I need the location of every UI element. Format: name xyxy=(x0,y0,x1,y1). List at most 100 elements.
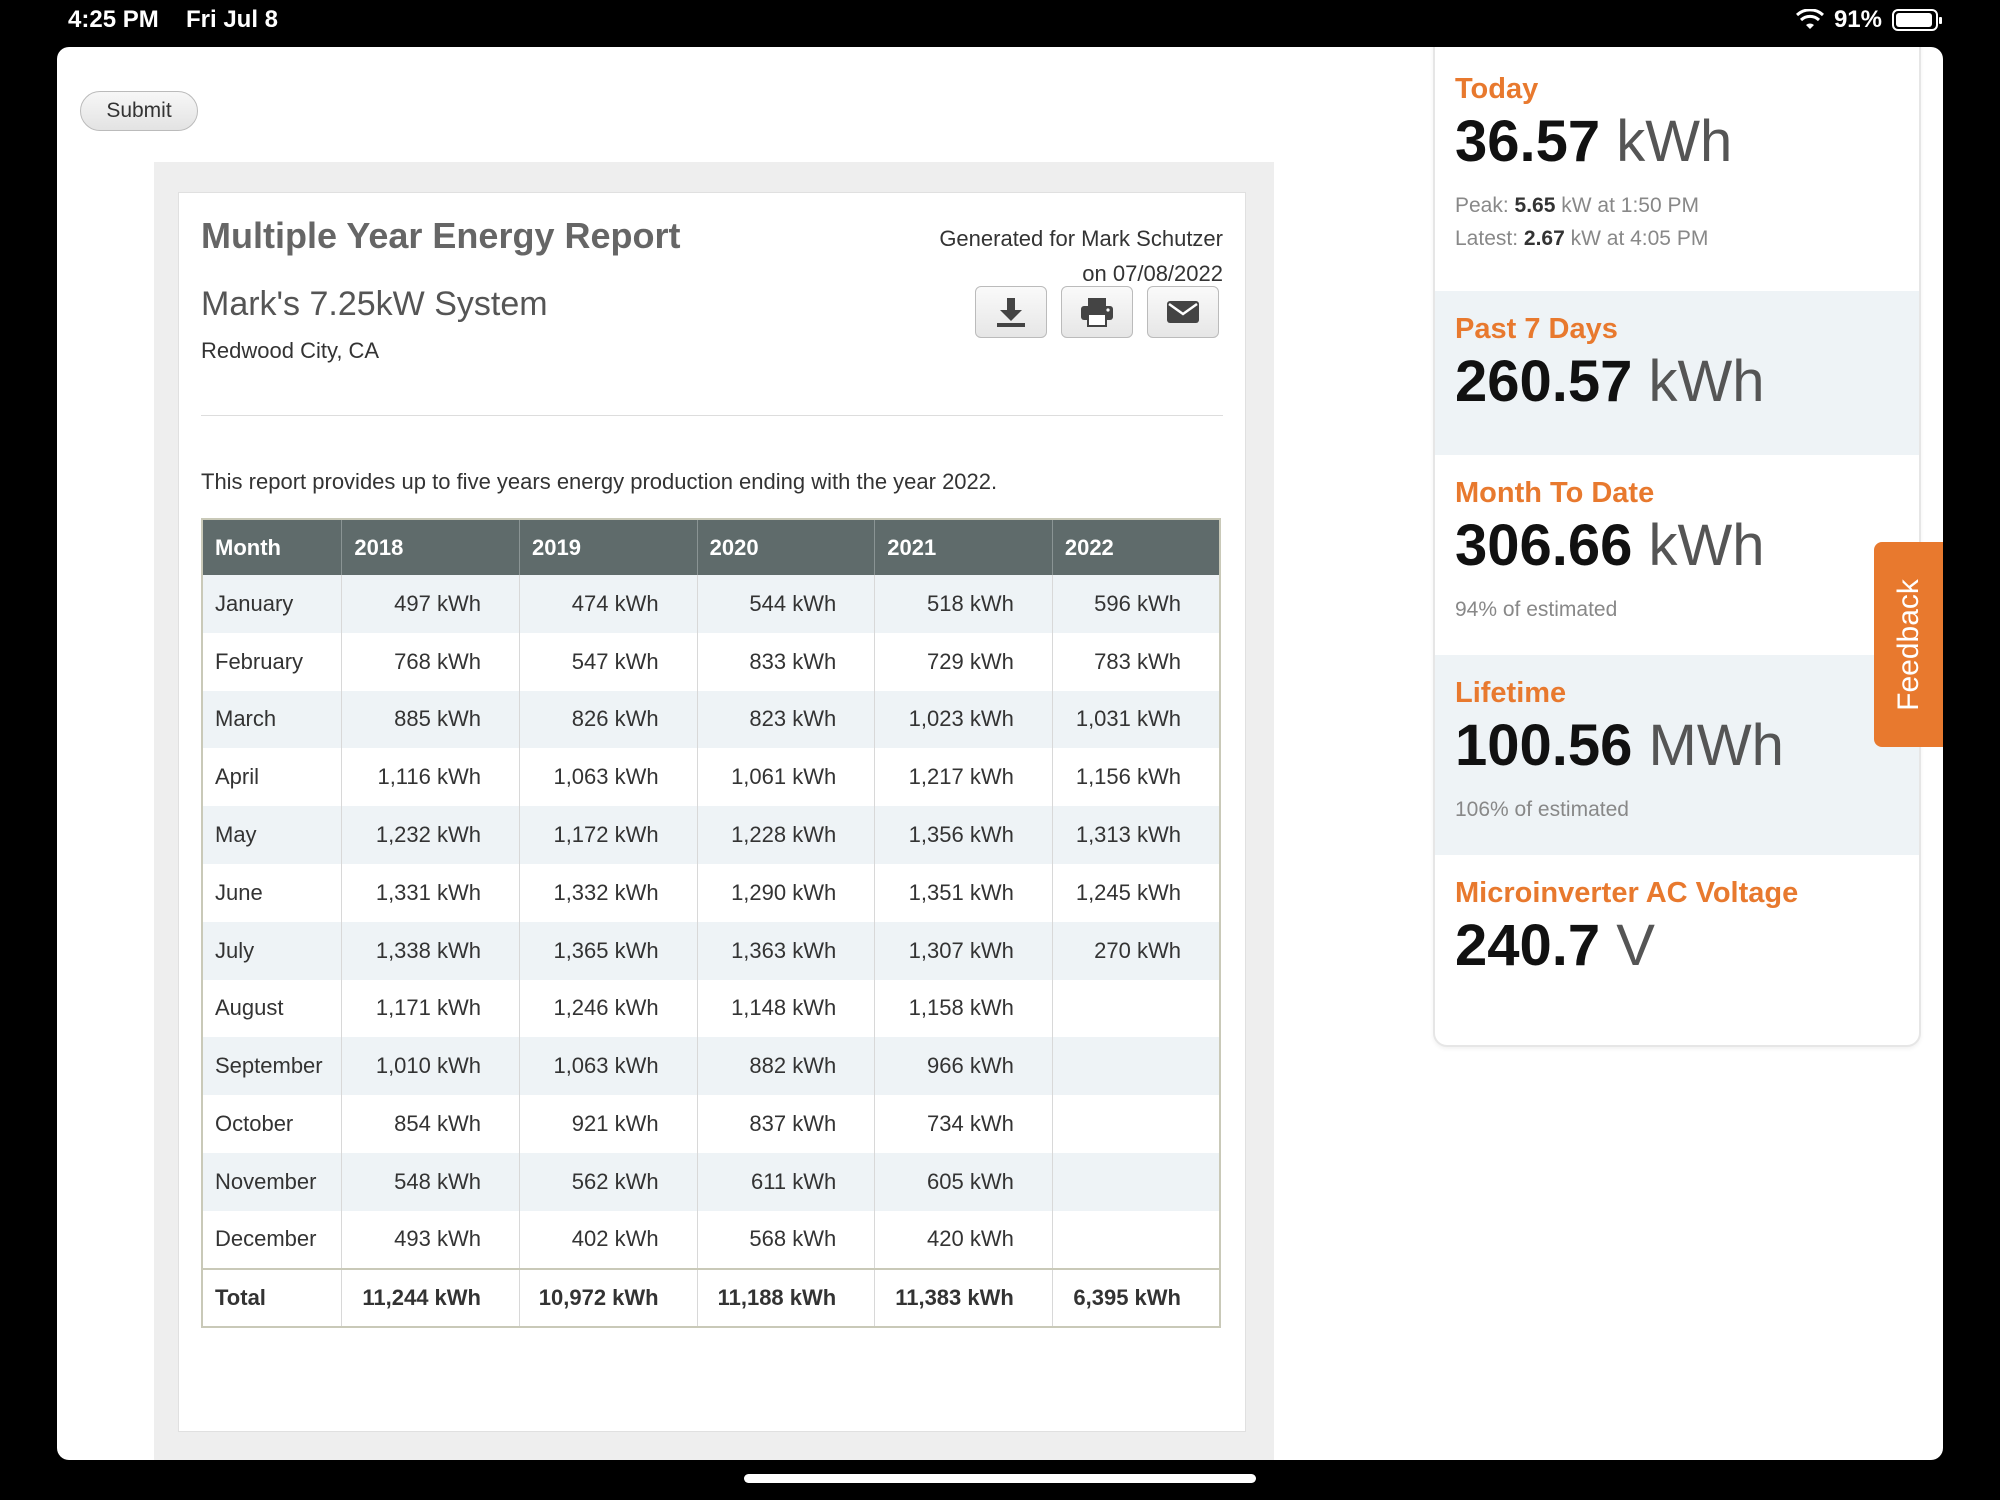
table-row: October 854 kWh 921 kWh 837 kWh 734 kWh xyxy=(202,1095,1221,1153)
energy-cell: 1,031 kWh xyxy=(1052,690,1221,749)
past7-label: Past 7 Days xyxy=(1455,313,1618,345)
energy-cell: 1,217 kWh xyxy=(874,748,1053,807)
energy-cell: 611 kWh xyxy=(697,1152,876,1211)
energy-cell: 882 kWh xyxy=(697,1037,876,1096)
total-cell: 10,972 kWh xyxy=(519,1267,698,1327)
energy-cell: 1,331 kWh xyxy=(341,863,520,922)
lifetime-value: 100.56 MWh xyxy=(1455,713,1784,778)
voltage-value: 240.7 V xyxy=(1455,913,1655,978)
energy-cell: 1,063 kWh xyxy=(519,748,698,807)
battery-percent: 91% xyxy=(1833,6,1882,33)
energy-cell: 1,172 kWh xyxy=(519,806,698,864)
energy-cell: 823 kWh xyxy=(697,690,876,749)
energy-cell: 1,365 kWh xyxy=(519,921,698,980)
energy-cell: 1,010 kWh xyxy=(341,1037,520,1096)
stats-panel: Today 36.57 kWh Peak: 5.65 kW at 1:50 PM… xyxy=(1433,47,1921,1047)
column-header: 2019 xyxy=(519,519,698,575)
email-button[interactable] xyxy=(1147,286,1219,338)
column-header: 2022 xyxy=(1052,519,1221,575)
month-label: Month To Date xyxy=(1455,477,1655,509)
energy-cell: 420 kWh xyxy=(874,1210,1053,1269)
table-row: April 1,116 kWh 1,063 kWh 1,061 kWh 1,217 kW… xyxy=(202,748,1221,807)
energy-cell: 474 kWh xyxy=(519,575,698,633)
table-row: June 1,331 kWh 1,332 kWh 1,290 kWh 1,351 kWh… xyxy=(202,863,1221,922)
lifetime-note: 106% of estimated xyxy=(1455,798,1629,821)
energy-cell: 1,148 kWh xyxy=(697,979,876,1038)
stat-today: Today 36.57 kWh Peak: 5.65 kW at 1:50 PM… xyxy=(1435,73,1919,255)
table-row: March 885 kWh 826 kWh 823 kWh 1,023 kWh 1,031… xyxy=(202,690,1221,749)
energy-cell: 854 kWh xyxy=(341,1095,520,1153)
table-row: May 1,232 kWh 1,172 kWh 1,228 kWh 1,356 kWh 1… xyxy=(202,806,1221,864)
total-cell: 11,188 kWh xyxy=(697,1267,876,1327)
energy-cell: 729 kWh xyxy=(874,632,1053,691)
column-header: 2018 xyxy=(341,519,520,575)
column-header: 2021 xyxy=(874,519,1053,575)
month-cell: September xyxy=(202,1037,343,1096)
status-right: 91% xyxy=(1795,6,1942,34)
stat-past-7-days: Past 7 Days 260.57 kWh xyxy=(1435,291,1919,455)
energy-cell: 1,116 kWh xyxy=(341,748,520,807)
status-time: 4:25 PM xyxy=(68,6,159,33)
generated-info: Generated for Mark Schutzer on 07/08/202… xyxy=(939,221,1223,291)
energy-cell: 1,307 kWh xyxy=(874,921,1053,980)
system-location: Redwood City, CA xyxy=(201,338,380,363)
energy-cell: 1,023 kWh xyxy=(874,690,1053,749)
energy-cell: 1,356 kWh xyxy=(874,806,1053,864)
energy-cell: 270 kWh xyxy=(1052,921,1221,980)
download-icon xyxy=(997,298,1025,327)
month-cell: October xyxy=(202,1095,343,1153)
wifi-icon xyxy=(1795,9,1824,29)
energy-cell: 562 kWh xyxy=(519,1152,698,1211)
table-row: July 1,338 kWh 1,365 kWh 1,363 kWh 1,307 kWh… xyxy=(202,921,1221,980)
status-date: Fri Jul 8 xyxy=(186,6,279,33)
report-card: Multiple Year Energy Report Mark's 7.25k… xyxy=(178,192,1246,1432)
total-cell: 11,383 kWh xyxy=(874,1267,1053,1327)
download-button[interactable] xyxy=(975,286,1047,338)
energy-cell: 493 kWh xyxy=(341,1210,520,1269)
month-cell: November xyxy=(202,1152,343,1211)
energy-cell: 921 kWh xyxy=(519,1095,698,1153)
stat-month-to-date: Month To Date 306.66 kWh 94% of estimate… xyxy=(1435,477,1919,626)
energy-cell: 1,232 kWh xyxy=(341,806,520,864)
energy-cell xyxy=(1052,979,1221,1038)
energy-cell xyxy=(1052,1037,1221,1096)
energy-cell: 833 kWh xyxy=(697,632,876,691)
month-note: 94% of estimated xyxy=(1455,598,1618,621)
table-row: February 768 kWh 547 kWh 833 kWh 729 kWh 783 … xyxy=(202,632,1221,691)
energy-cell: 1,158 kWh xyxy=(874,979,1053,1038)
energy-cell: 1,063 kWh xyxy=(519,1037,698,1096)
divider xyxy=(201,415,1223,416)
today-details: Peak: 5.65 kW at 1:50 PM Latest: 2.67 kW… xyxy=(1455,194,1709,250)
print-button[interactable] xyxy=(1061,286,1133,338)
submit-button[interactable]: Submit xyxy=(80,91,198,131)
month-cell: February xyxy=(202,632,343,691)
stat-lifetime: Lifetime 100.56 MWh 106% of estimated xyxy=(1435,655,1919,855)
system-name: Mark's 7.25kW System xyxy=(201,285,548,323)
column-header: 2020 xyxy=(697,519,876,575)
report-container: Multiple Year Energy Report Mark's 7.25k… xyxy=(154,162,1274,1460)
report-title: Multiple Year Energy Report xyxy=(201,215,681,256)
month-cell: June xyxy=(202,863,343,922)
energy-cell: 1,245 kWh xyxy=(1052,863,1221,922)
battery-icon xyxy=(1892,9,1942,31)
energy-cell xyxy=(1052,1210,1221,1269)
energy-cell: 1,313 kWh xyxy=(1052,806,1221,864)
month-cell: January xyxy=(202,575,343,633)
home-indicator[interactable] xyxy=(744,1474,1256,1483)
today-value: 36.57 kWh xyxy=(1455,109,1733,174)
feedback-tab[interactable]: Feedback xyxy=(1874,542,1943,747)
month-cell: May xyxy=(202,806,343,864)
month-cell: December xyxy=(202,1210,343,1269)
energy-cell: 885 kWh xyxy=(341,690,520,749)
status-bar: 4:25 PM Fri Jul 8 91% xyxy=(0,0,2000,44)
energy-cell xyxy=(1052,1095,1221,1153)
report-description: This report provides up to five years en… xyxy=(201,469,998,494)
table-row: August 1,171 kWh 1,246 kWh 1,148 kWh 1,158 k… xyxy=(202,979,1221,1038)
energy-cell: 1,171 kWh xyxy=(341,979,520,1038)
energy-cell: 966 kWh xyxy=(874,1037,1053,1096)
stat-voltage: Microinverter AC Voltage 240.7 V xyxy=(1435,877,1919,979)
month-cell: July xyxy=(202,921,343,980)
report-actions xyxy=(975,286,1219,338)
app-window: Submit Multiple Year Energy Report Mark'… xyxy=(57,47,1943,1460)
energy-cell: 605 kWh xyxy=(874,1152,1053,1211)
